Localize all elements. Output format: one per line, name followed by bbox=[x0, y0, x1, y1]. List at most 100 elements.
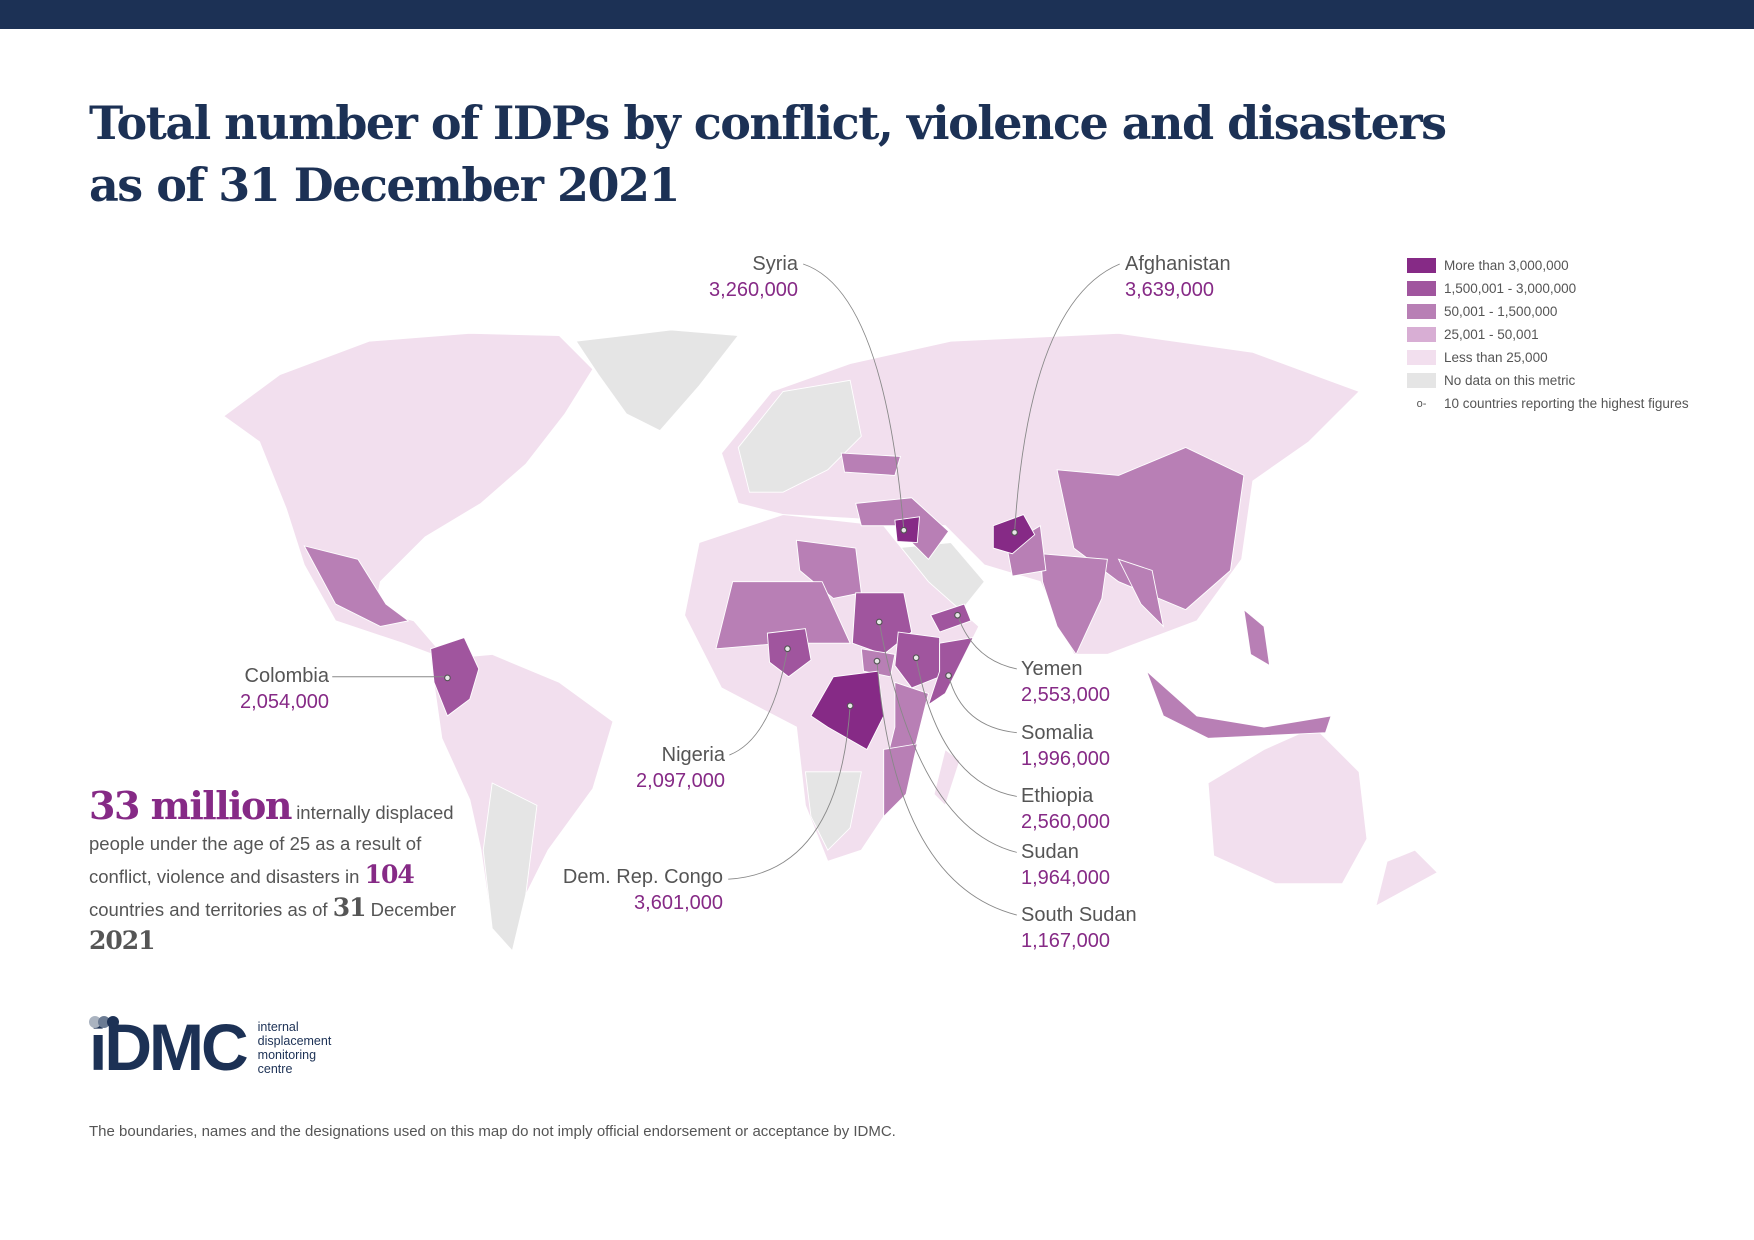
country-name: Nigeria bbox=[661, 744, 725, 766]
country-value: 3,639,000 bbox=[1125, 279, 1214, 301]
country-value: 1,964,000 bbox=[1021, 867, 1110, 889]
label-ethiopia: Ethiopia 2,560,000 bbox=[1021, 783, 1110, 835]
big-number: 33 million bbox=[89, 783, 293, 828]
mexico bbox=[303, 545, 410, 627]
country-value: 3,601,000 bbox=[634, 892, 723, 914]
marker-afghanistan bbox=[1011, 529, 1018, 536]
madagascar bbox=[933, 748, 961, 807]
marker-south-sudan bbox=[873, 657, 881, 665]
legend-label: 25,001 - 50,001 bbox=[1444, 327, 1539, 342]
stats-day: 31 bbox=[332, 893, 367, 922]
country-name: Somalia bbox=[1021, 722, 1094, 744]
country-name: Dem. Rep. Congo bbox=[562, 866, 723, 888]
country-value: 3,260,000 bbox=[709, 279, 798, 301]
legend-item: 50,001 - 1,500,000 bbox=[1407, 300, 1689, 323]
marker-nigeria bbox=[784, 645, 791, 653]
country-name: Sudan bbox=[1021, 841, 1079, 863]
country-name: Syria bbox=[752, 253, 798, 275]
sahel bbox=[715, 581, 851, 650]
new-zealand bbox=[1375, 849, 1439, 907]
country-value: 2,097,000 bbox=[636, 770, 725, 792]
label-south-sudan: South Sudan 1,167,000 bbox=[1021, 902, 1137, 954]
disclaimer: The boundaries, names and the designatio… bbox=[89, 1123, 896, 1140]
marker-sudan bbox=[875, 618, 883, 626]
syria-shape bbox=[894, 516, 920, 543]
marker-key-icon: o- bbox=[1416, 397, 1427, 410]
marker-drc bbox=[846, 702, 854, 710]
libya bbox=[795, 539, 862, 599]
label-nigeria: Nigeria 2,097,000 bbox=[636, 742, 725, 794]
label-colombia: Colombia 2,054,000 bbox=[240, 663, 329, 715]
summary-stats: 33 million internally displaced people u… bbox=[89, 787, 469, 958]
countries-count: 104 bbox=[364, 860, 415, 889]
southeast-asia bbox=[1117, 558, 1165, 628]
stats-text-2: countries and territories as of bbox=[89, 899, 328, 920]
country-name: South Sudan bbox=[1021, 904, 1137, 926]
country-value: 2,054,000 bbox=[240, 691, 329, 713]
page-title: Total number of IDPs by conflict, violen… bbox=[89, 92, 1447, 216]
australia bbox=[1207, 726, 1368, 885]
legend: More than 3,000,000 1,500,001 - 3,000,00… bbox=[1407, 254, 1689, 415]
legend-label: More than 3,000,000 bbox=[1444, 258, 1569, 273]
legend-swatch bbox=[1407, 304, 1436, 319]
nigeria-shape bbox=[766, 628, 812, 678]
label-afghanistan: Afghanistan 3,639,000 bbox=[1125, 251, 1231, 303]
colombia-shape bbox=[430, 637, 480, 717]
north-america bbox=[222, 332, 594, 661]
label-yemen: Yemen 2,553,000 bbox=[1021, 656, 1110, 708]
indonesia bbox=[1146, 670, 1332, 739]
somalia-shape bbox=[927, 637, 974, 706]
india bbox=[1039, 553, 1108, 656]
legend-label: 1,500,001 - 3,000,000 bbox=[1444, 281, 1577, 296]
country-value: 2,560,000 bbox=[1021, 811, 1110, 833]
country-name: Yemen bbox=[1021, 658, 1083, 680]
philippines bbox=[1243, 608, 1271, 667]
top10-markers bbox=[444, 526, 1018, 710]
label-somalia: Somalia 1,996,000 bbox=[1021, 720, 1110, 772]
stats-year: 2021 bbox=[89, 926, 156, 955]
leader-lines bbox=[332, 263, 1120, 916]
legend-item: o- 10 countries reporting the highest fig… bbox=[1407, 392, 1689, 415]
logo-line: centre bbox=[257, 1062, 293, 1076]
legend-swatch bbox=[1407, 281, 1436, 296]
southern-africa-nodata bbox=[804, 771, 862, 851]
legend-item: No data on this metric bbox=[1407, 369, 1689, 392]
logo-text: internal displacement monitoring centre bbox=[258, 1020, 332, 1076]
greenland bbox=[575, 329, 740, 432]
legend-item: 25,001 - 50,001 bbox=[1407, 323, 1689, 346]
legend-swatch bbox=[1407, 327, 1436, 342]
legend-swatch bbox=[1407, 258, 1436, 273]
logo-line: displacement bbox=[257, 1034, 332, 1048]
legend-swatch bbox=[1407, 373, 1436, 388]
country-value: 2,553,000 bbox=[1021, 684, 1110, 706]
label-syria: Syria 3,260,000 bbox=[709, 251, 798, 303]
label-sudan: Sudan 1,964,000 bbox=[1021, 839, 1110, 891]
ukraine bbox=[840, 452, 902, 476]
marker-ethiopia bbox=[912, 654, 920, 662]
country-value: 1,167,000 bbox=[1021, 930, 1110, 952]
legend-item: Less than 25,000 bbox=[1407, 346, 1689, 369]
marker-syria bbox=[900, 526, 908, 534]
title-line-1: Total number of IDPs by conflict, violen… bbox=[89, 96, 1447, 150]
country-name: Colombia bbox=[244, 665, 329, 687]
stats-text-1: internally displaced people under the ag… bbox=[89, 802, 454, 887]
mozambique-shape bbox=[883, 743, 918, 818]
top-bar bbox=[0, 0, 1754, 29]
title-line-2: as of 31 December 2021 bbox=[89, 158, 681, 212]
legend-label: Less than 25,000 bbox=[1444, 350, 1548, 365]
legend-label: 50,001 - 1,500,000 bbox=[1444, 304, 1558, 319]
legend-item: 1,500,001 - 3,000,000 bbox=[1407, 277, 1689, 300]
legend-swatch bbox=[1407, 350, 1436, 365]
country-value: 1,996,000 bbox=[1021, 748, 1110, 770]
logo-mark: iDMC bbox=[89, 1014, 249, 1080]
yemen-shape bbox=[930, 603, 972, 633]
legend-label: 10 countries reporting the highest figur… bbox=[1444, 396, 1689, 411]
label-drc: Dem. Rep. Congo 3,601,000 bbox=[563, 864, 723, 916]
idmc-logo: iDMC internal displacement monitoring ce… bbox=[89, 1014, 332, 1080]
marker-colombia bbox=[444, 674, 451, 682]
logo-dots-icon bbox=[89, 1016, 119, 1028]
country-name: Ethiopia bbox=[1021, 785, 1094, 807]
logo-line: monitoring bbox=[257, 1048, 317, 1062]
legend-item: More than 3,000,000 bbox=[1407, 254, 1689, 277]
